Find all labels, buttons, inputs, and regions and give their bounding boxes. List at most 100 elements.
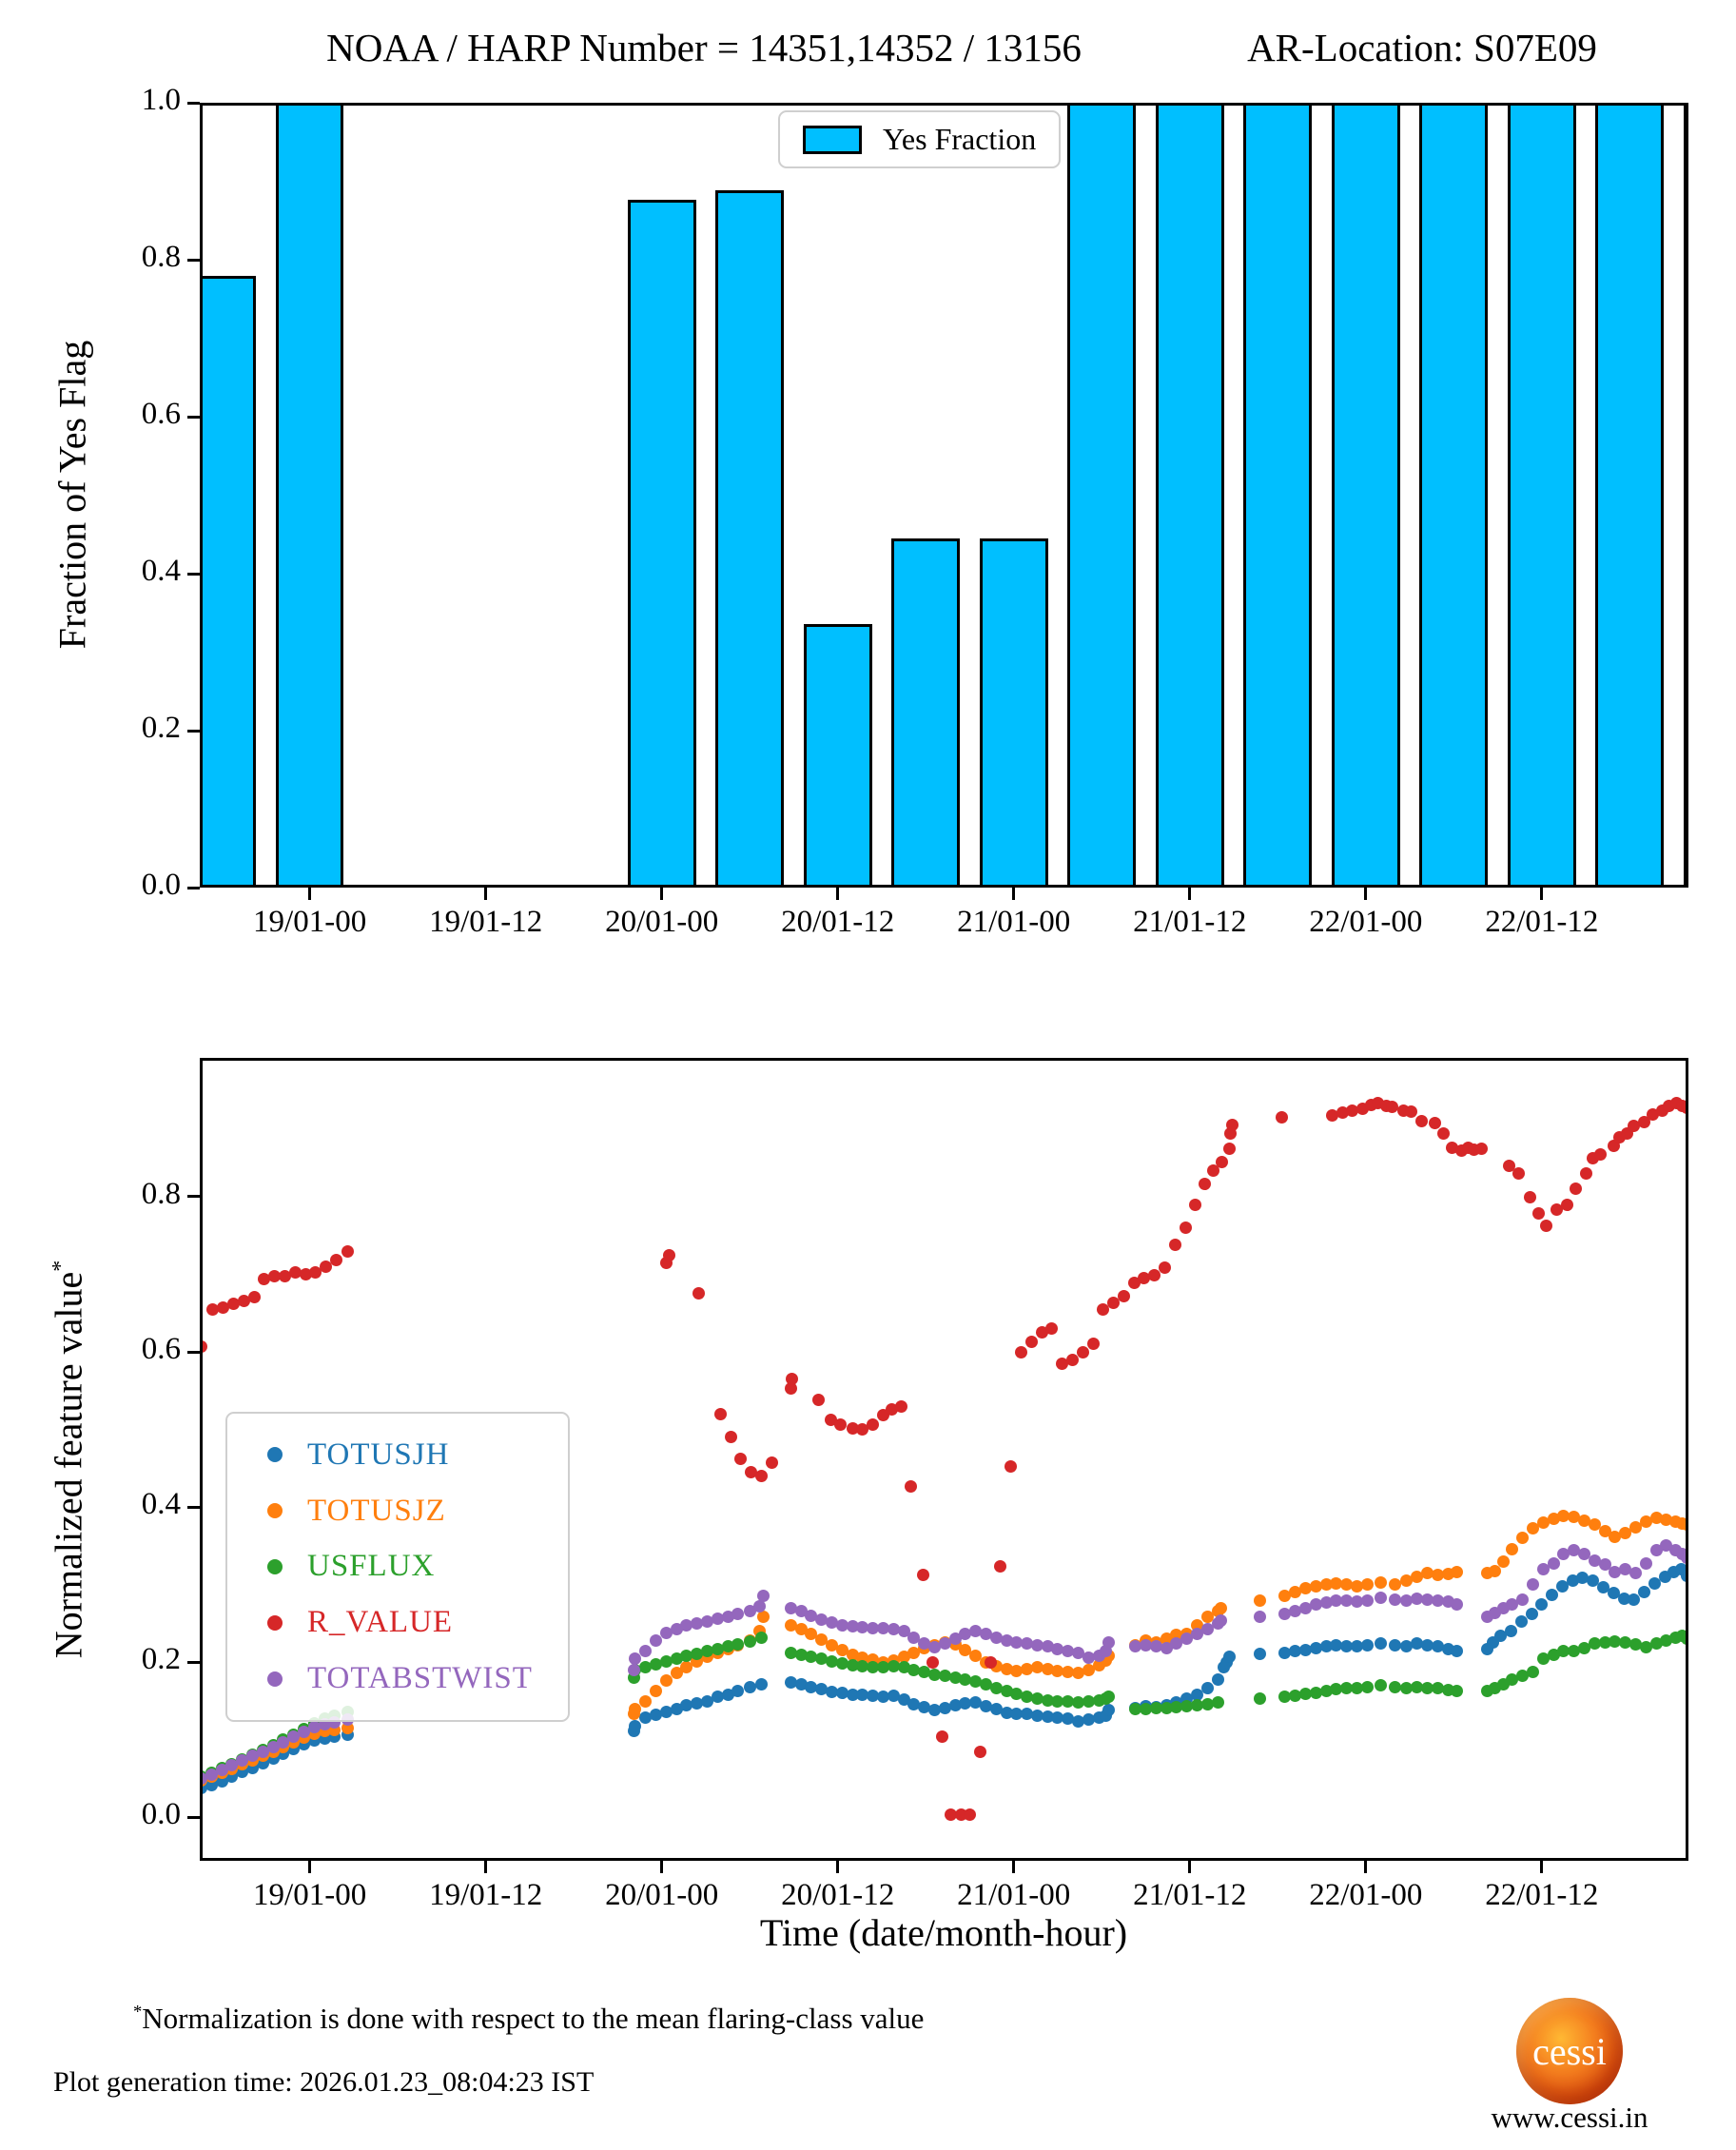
y-tick-label: 0.2 (141, 711, 181, 745)
data-point-TOTABSTWIST (907, 1632, 921, 1645)
data-point-TOTABSTWIST (1411, 1592, 1424, 1605)
data-point-R_VALUE (894, 1399, 907, 1413)
data-point-R_VALUE (309, 1266, 322, 1280)
data-point-TOTABSTWIST (1289, 1604, 1302, 1617)
data-point-TOTUSJH (989, 1703, 1003, 1716)
data-point-TOTABSTWIST (1082, 1651, 1095, 1664)
data-point-TOTABSTWIST (989, 1632, 1003, 1645)
data-point-TOTUSJH (938, 1701, 951, 1714)
data-point-TOTUSJZ (756, 1611, 770, 1624)
x-tick-mark (1540, 888, 1544, 900)
plot-generation-time: Plot generation time: 2026.01.23_08:04:2… (53, 2066, 595, 2098)
data-point-TOTABSTWIST (1619, 1562, 1632, 1575)
y-tick-mark (187, 729, 200, 733)
data-point-USFLUX (835, 1657, 848, 1671)
data-point-USFLUX (1051, 1694, 1064, 1708)
data-point-USFLUX (856, 1659, 869, 1672)
yes-fraction-bar (803, 623, 872, 888)
data-point-R_VALUE (1346, 1104, 1359, 1117)
data-point-TOTUSJH (1680, 1570, 1688, 1583)
data-point-R_VALUE (927, 1655, 940, 1669)
x-tick-mark (1012, 888, 1016, 900)
data-point-USFLUX (1527, 1666, 1540, 1679)
data-point-USFLUX (1102, 1691, 1116, 1704)
data-point-R_VALUE (994, 1560, 1007, 1573)
data-point-R_VALUE (867, 1418, 880, 1432)
data-point-TOTUSJZ (846, 1648, 859, 1661)
yes-fraction-bar (891, 538, 961, 888)
data-point-TOTUSJH (1617, 1592, 1630, 1605)
x-tick-label: 20/01-12 (781, 905, 895, 939)
data-point-R_VALUE (1179, 1222, 1192, 1235)
data-point-TOTABSTWIST (856, 1621, 869, 1634)
legend-entry-TOTABSTWIST: TOTABSTWIST (267, 1651, 568, 1707)
data-point-TOTUSJZ (1051, 1664, 1064, 1677)
data-point-TOTUSJZ (1609, 1530, 1622, 1543)
cessi-website-link[interactable]: www.cessi.in (1491, 2101, 1648, 2134)
data-point-R_VALUE (1198, 1178, 1211, 1191)
data-point-USFLUX (1330, 1683, 1343, 1696)
data-point-TOTUSJZ (784, 1619, 797, 1632)
data-point-TOTABSTWIST (815, 1612, 829, 1626)
data-point-TOTABSTWIST (927, 1641, 941, 1654)
x-tick-label: 21/01-12 (1133, 905, 1247, 939)
data-point-TOTUSJZ (1547, 1512, 1560, 1525)
legend-marker-TOTUSJH (267, 1447, 283, 1463)
data-point-TOTABSTWIST (1041, 1640, 1054, 1653)
data-point-USFLUX (826, 1654, 839, 1668)
data-point-TOTUSJH (1030, 1710, 1044, 1722)
data-point-TOTUSJZ (1330, 1576, 1343, 1590)
data-point-R_VALUE (1189, 1199, 1202, 1212)
data-point-TOTUSJH (1566, 1574, 1579, 1588)
data-point-TOTABSTWIST (969, 1625, 983, 1638)
data-point-TOTUSJH (918, 1701, 931, 1714)
data-point-TOTUSJZ (1619, 1526, 1632, 1539)
data-point-R_VALUE (217, 1301, 230, 1315)
y-tick-mark (187, 1660, 200, 1664)
legend-label-R_VALUE: R_VALUE (307, 1605, 454, 1640)
data-point-TOTUSJH (200, 1781, 208, 1794)
data-point-TOTABSTWIST (1319, 1595, 1333, 1609)
cessi-logo: cessi (1516, 1998, 1623, 2104)
data-point-R_VALUE (1593, 1147, 1607, 1161)
data-point-TOTUSJH (1374, 1637, 1387, 1651)
data-point-R_VALUE (1276, 1111, 1289, 1124)
data-point-TOTABSTWIST (287, 1730, 301, 1744)
top-plot-area (200, 103, 1688, 888)
data-point-TOTUSJZ (1319, 1578, 1333, 1592)
legend-entry-R_VALUE: R_VALUE (267, 1594, 568, 1651)
data-point-R_VALUE (258, 1272, 271, 1285)
data-point-TOTUSJH (1222, 1651, 1236, 1664)
data-point-R_VALUE (1035, 1326, 1048, 1339)
data-point-TOTABSTWIST (200, 1772, 208, 1786)
data-point-R_VALUE (1386, 1100, 1399, 1113)
data-point-TOTABSTWIST (805, 1609, 818, 1622)
bottom-chart-xlabel: Time (date/month-hour) (759, 1911, 1128, 1954)
data-point-TOTUSJH (755, 1677, 769, 1691)
data-point-R_VALUE (341, 1244, 355, 1258)
data-point-TOTABSTWIST (1278, 1608, 1292, 1621)
data-point-TOTABSTWIST (1588, 1554, 1601, 1567)
data-point-TOTUSJZ (1200, 1611, 1214, 1624)
data-point-R_VALUE (1569, 1182, 1582, 1196)
data-point-TOTUSJH (867, 1689, 880, 1702)
x-tick-label: 20/01-12 (781, 1878, 895, 1912)
data-point-TOTUSJH (846, 1688, 859, 1701)
data-point-TOTUSJZ (1062, 1666, 1075, 1679)
data-point-R_VALUE (1086, 1338, 1100, 1351)
data-point-TOTUSJH (700, 1694, 713, 1708)
data-point-TOTUSJH (927, 1704, 941, 1717)
data-point-R_VALUE (288, 1265, 302, 1279)
data-point-R_VALUE (1148, 1268, 1161, 1281)
data-point-USFLUX (1129, 1703, 1142, 1716)
data-point-TOTABSTWIST (1527, 1578, 1540, 1592)
data-point-TOTABSTWIST (756, 1590, 770, 1603)
data-point-TOTABSTWIST (846, 1620, 859, 1633)
y-tick-mark (187, 1815, 200, 1819)
data-point-USFLUX (1578, 1642, 1591, 1655)
data-point-USFLUX (639, 1661, 653, 1674)
x-tick-label: 22/01-12 (1485, 1878, 1599, 1912)
data-point-USFLUX (1190, 1699, 1203, 1712)
data-point-TOTUSJZ (1214, 1601, 1227, 1614)
data-point-USFLUX (1619, 1635, 1632, 1649)
